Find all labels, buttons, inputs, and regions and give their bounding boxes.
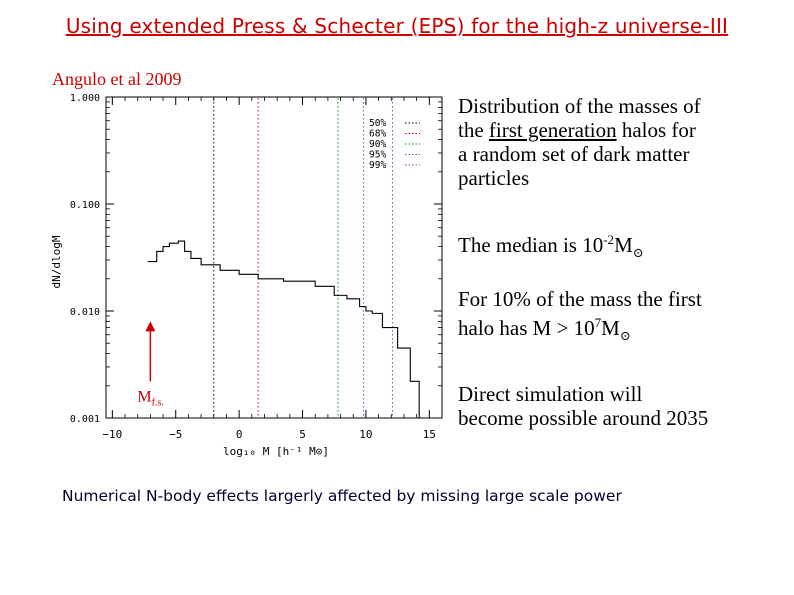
plot-area: 0.001 0.010 0.100 1.000 −10 −5 0 5 10 15 50%68%90%…: [70, 93, 443, 441]
y-tick-label: 0.001: [70, 414, 100, 425]
x-tick-label: −10: [102, 428, 122, 441]
desc-line-3: a random set of dark matter: [458, 142, 690, 166]
description-block: Distribution of the masses of the first …: [458, 94, 701, 190]
simulation-statement: Direct simulation will become possible a…: [458, 382, 708, 430]
desc-line-1: Distribution of the masses of: [458, 94, 701, 118]
legend-label: 90%: [369, 139, 386, 150]
free-streaming-arrow-head: [145, 321, 156, 332]
legend-label: 50%: [369, 118, 386, 129]
simulation-line-2: become possible around 2035: [458, 406, 709, 430]
desc-line-4: particles: [458, 166, 530, 190]
x-tick-label: 0: [236, 428, 243, 441]
median-text: The median is 10: [458, 233, 604, 257]
median-unit-sun: ⊙: [632, 245, 644, 261]
x-axis-label: log₁₀ M [h⁻¹ M⊙]: [223, 445, 329, 458]
x-tick-label: 5: [299, 428, 306, 441]
x-tick-label: 10: [359, 428, 372, 441]
tenpercent-text: halo has M > 10: [458, 316, 595, 340]
simulation-line-1: Direct simulation will: [458, 382, 643, 406]
tenpercent-exponent: 7: [594, 315, 602, 330]
tenpercent-line-2: halo has M > 107M⊙: [458, 311, 702, 348]
x-axis-label-log: log₁₀ M [h⁻¹ M⊙]: [223, 445, 329, 458]
legend-label: 99%: [369, 160, 386, 171]
x-tick-label: −5: [169, 428, 182, 441]
desc-line-2-post: halos for: [616, 118, 696, 142]
first-generation-term: first generation: [488, 118, 617, 142]
tenpercent-unit-sun: ⊙: [619, 328, 631, 344]
free-streaming-mass-label: Mf.s.: [137, 388, 163, 408]
chart-title: Angulo et al 2009: [52, 69, 181, 89]
y-axis-label: dN/dlogM: [50, 235, 63, 288]
desc-line-2: the first generation halos for: [458, 118, 701, 142]
legend-label: 68%: [369, 129, 386, 140]
plot-frame: [105, 96, 443, 419]
median-unit: M: [614, 233, 633, 257]
tenpercent-line-1: For 10% of the mass the first: [458, 287, 702, 311]
y-tick-label: 0.010: [70, 307, 100, 318]
footer-note: Numerical N-body effects largerly affect…: [62, 487, 622, 505]
desc-line-2-pre: the: [458, 118, 489, 142]
slide-title: Using extended Press & Schecter (EPS) fo…: [65, 14, 729, 38]
x-tick-label: 15: [423, 428, 436, 441]
tenpercent-unit: M: [601, 316, 620, 340]
tenpercent-statement: For 10% of the mass the first halo has M…: [458, 287, 702, 348]
y-tick-label: 1.000: [70, 93, 100, 104]
y-tick-label: 0.100: [70, 200, 100, 211]
histogram-series: [147, 240, 420, 418]
legend-label: 95%: [369, 150, 386, 161]
median-statement: The median is 10-2M⊙: [458, 228, 644, 265]
median-exponent: -2: [603, 232, 615, 247]
